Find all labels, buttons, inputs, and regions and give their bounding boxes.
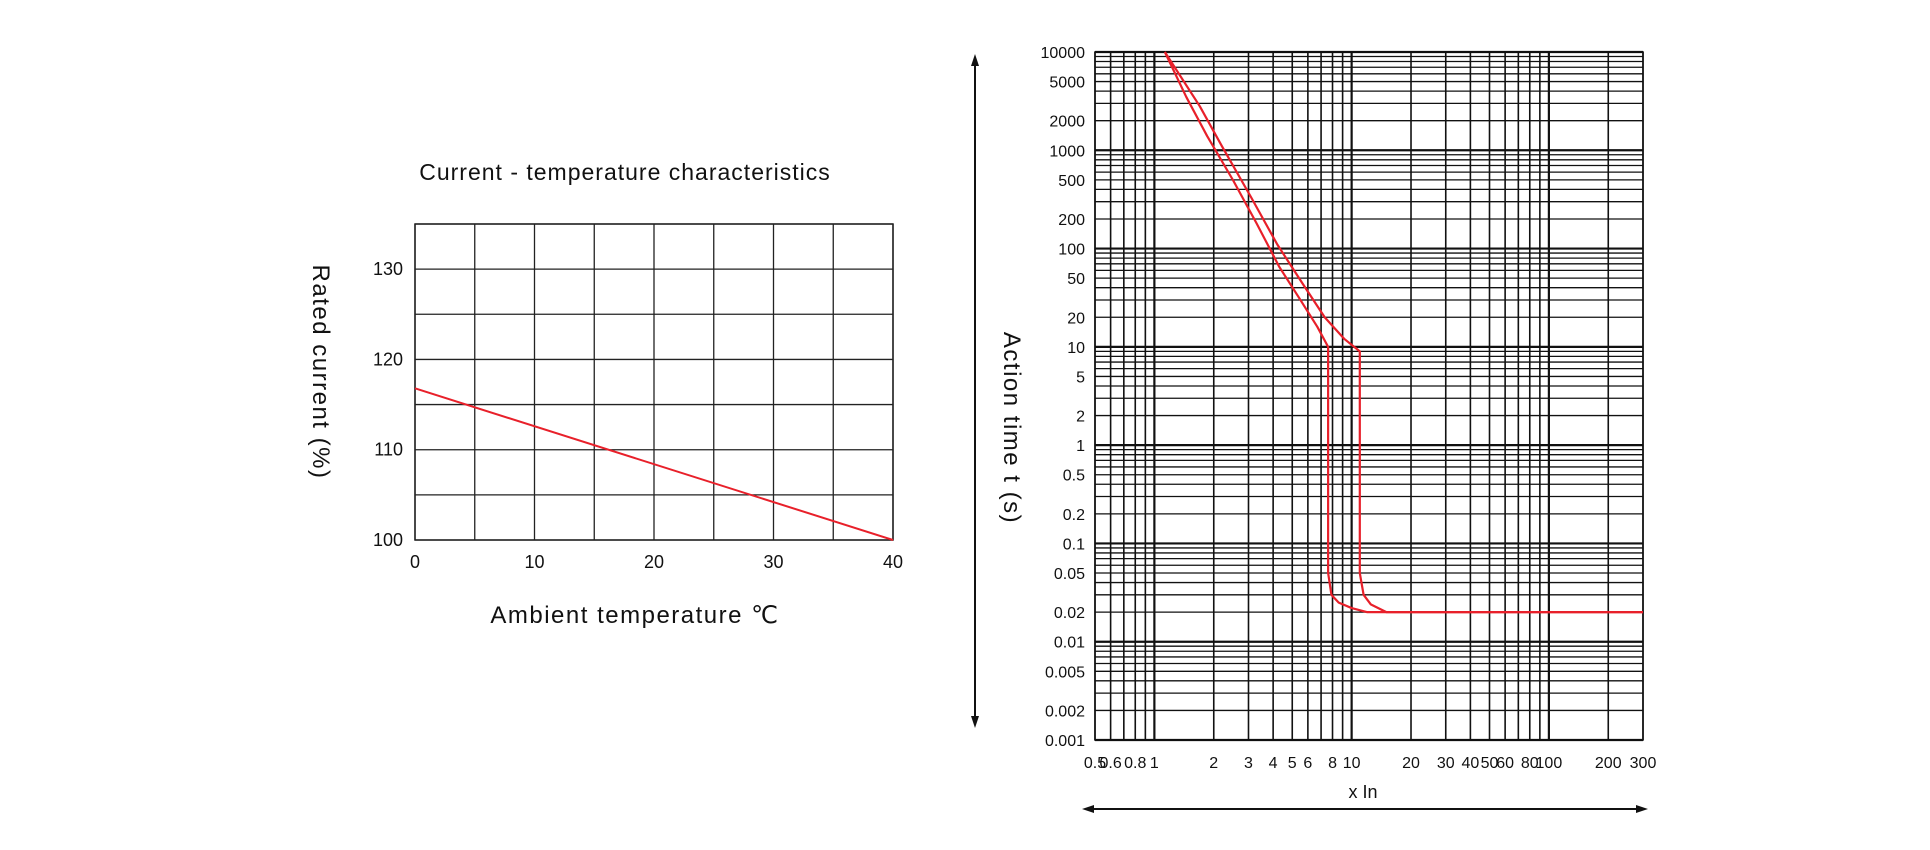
y-tick-label: 110 bbox=[374, 440, 403, 460]
x-tick-label: 100 bbox=[1536, 755, 1563, 772]
y-tick-label: 0.01 bbox=[1054, 635, 1085, 652]
x-axis-title: x In bbox=[1348, 782, 1377, 802]
y-tick-label: 0.2 bbox=[1063, 507, 1085, 524]
y-tick-label: 130 bbox=[373, 259, 403, 279]
y-tick-label: 500 bbox=[1058, 173, 1085, 190]
y-tick-label: 200 bbox=[1058, 212, 1085, 229]
y-tick-label: 1 bbox=[1076, 438, 1085, 455]
trip-curve bbox=[1163, 51, 1643, 614]
y-axis-title: Action time t (s) bbox=[998, 332, 1025, 524]
x-tick-label: 200 bbox=[1595, 755, 1622, 772]
x-tick-label: 40 bbox=[883, 552, 903, 572]
x-axis-title: Ambient temperature ℃ bbox=[490, 602, 779, 629]
y-tick-label: 0.02 bbox=[1054, 605, 1085, 622]
y-tick-label: 2 bbox=[1076, 409, 1085, 426]
trip-curve bbox=[1163, 51, 1643, 614]
x-tick-label: 1 bbox=[1150, 755, 1159, 772]
x-tick-label: 8 bbox=[1328, 755, 1337, 772]
y-tick-label: 0.002 bbox=[1045, 703, 1085, 720]
x-tick-label: 4 bbox=[1269, 755, 1278, 772]
x-tick-label: 20 bbox=[644, 552, 664, 572]
chart-title: Current - temperature characteristics bbox=[419, 159, 831, 185]
x-tick-label: 20 bbox=[1402, 755, 1420, 772]
x-tick-label: 5 bbox=[1288, 755, 1297, 772]
y-tick-label: 100 bbox=[373, 530, 403, 550]
series-group bbox=[1163, 51, 1643, 614]
series-group bbox=[414, 387, 894, 541]
x-tick-label: 10 bbox=[1343, 755, 1361, 772]
x-tick-label: 40 bbox=[1461, 755, 1479, 772]
x-tick-label: 80 bbox=[1521, 755, 1539, 772]
series-line bbox=[414, 387, 894, 541]
x-tick-label: 300 bbox=[1630, 755, 1657, 772]
y-tick-label: 20 bbox=[1067, 310, 1085, 327]
plot-frame bbox=[414, 223, 894, 541]
y-tick-labels: 10000 5000 2000 1000 500 200 100 50 20 10 5 2 1 0.5 0.… bbox=[1041, 45, 1086, 750]
plot-grid bbox=[414, 223, 894, 541]
y-tick-label: 10000 bbox=[1041, 45, 1086, 62]
x-tick-label: 30 bbox=[1437, 755, 1455, 772]
x-tick-label: 60 bbox=[1496, 755, 1514, 772]
x-tick-label: 3 bbox=[1244, 755, 1253, 772]
x-tick-label: 0.8 bbox=[1124, 755, 1146, 772]
vertical-arrow bbox=[971, 54, 979, 728]
y-tick-label: 0.05 bbox=[1054, 566, 1085, 583]
y-tick-label: 5000 bbox=[1049, 75, 1085, 92]
plot-grid bbox=[1094, 50, 1644, 742]
y-tick-label: 2000 bbox=[1049, 114, 1085, 131]
y-tick-label: 1000 bbox=[1049, 143, 1085, 160]
y-tick-labels: 100 110 120 130 bbox=[373, 259, 403, 550]
x-tick-label: 50 bbox=[1481, 755, 1499, 772]
x-tick-labels: 0 10 20 30 40 bbox=[410, 552, 903, 572]
y-tick-label: 0.5 bbox=[1063, 468, 1085, 485]
x-tick-label: 2 bbox=[1209, 755, 1218, 772]
x-tick-label: 0.5 bbox=[1084, 755, 1106, 772]
plot-frame bbox=[1094, 51, 1644, 741]
y-tick-label: 120 bbox=[373, 349, 403, 369]
y-tick-label: 0.001 bbox=[1045, 733, 1085, 750]
x-tick-label: 6 bbox=[1303, 755, 1312, 772]
y-tick-label: 10 bbox=[1067, 340, 1085, 357]
x-tick-label: 30 bbox=[763, 552, 783, 572]
y-tick-label: 5 bbox=[1076, 369, 1085, 386]
x-tick-label: 0 bbox=[410, 552, 420, 572]
x-tick-label: 10 bbox=[524, 552, 544, 572]
x-tick-label: 0.6 bbox=[1099, 755, 1121, 772]
y-tick-label: 0.005 bbox=[1045, 664, 1085, 681]
y-tick-label: 0.1 bbox=[1063, 536, 1085, 553]
y-axis-title: Rated current (%) bbox=[307, 265, 334, 480]
horizontal-arrow bbox=[1082, 805, 1648, 813]
y-tick-label: 50 bbox=[1067, 271, 1085, 288]
y-tick-label: 100 bbox=[1058, 242, 1085, 259]
